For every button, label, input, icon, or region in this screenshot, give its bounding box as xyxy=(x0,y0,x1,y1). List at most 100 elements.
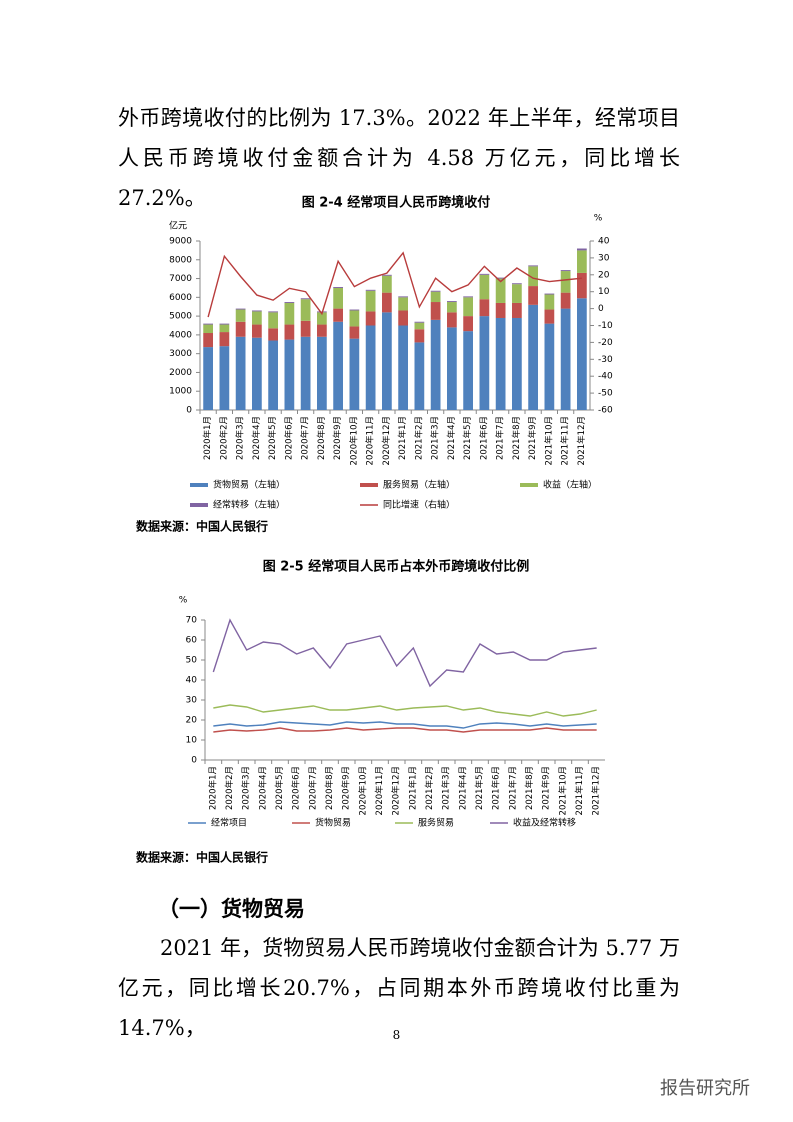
y-tick-label: 20 xyxy=(186,716,198,726)
y2-tick-label: -40 xyxy=(598,372,613,382)
y2-tick-label: 40 xyxy=(598,237,610,247)
x-tick-label: 2020年11月 xyxy=(374,766,385,815)
bar-segment xyxy=(317,312,327,325)
x-tick-label: 2021年5月 xyxy=(462,416,473,460)
x-tick-label: 2021年6月 xyxy=(491,766,502,810)
paragraph: 外币跨境收付的比例为 17.3%。2022 年上半年，经常项目人民币跨境收付金额… xyxy=(118,106,680,210)
y2-axis-unit: % xyxy=(594,214,603,224)
x-tick-label: 2021年3月 xyxy=(441,766,452,810)
bar-segment xyxy=(560,270,571,272)
bar-segment xyxy=(430,319,441,410)
bar-segment xyxy=(512,284,522,303)
y-tick-label: 1000 xyxy=(169,387,192,397)
paragraph: 2021 年，货物贸易人民币跨境收付金额合计为 5.77 万亿元，同比增长20.… xyxy=(118,936,680,1040)
x-tick-label: 2020年6月 xyxy=(291,766,302,810)
bar-segment xyxy=(284,302,295,325)
y-tick-label: 0 xyxy=(191,756,197,766)
bar-segment xyxy=(560,271,571,293)
bar-segment xyxy=(252,337,262,410)
y-tick-label: 4000 xyxy=(169,330,192,340)
x-tick-label: 2020年9月 xyxy=(341,766,352,810)
bar-segment xyxy=(398,296,408,298)
x-tick-label: 2020年12月 xyxy=(391,766,402,815)
bar-segment xyxy=(235,321,246,337)
bar-segment xyxy=(317,336,327,410)
bar-segment xyxy=(577,298,587,410)
bar-segment xyxy=(219,323,230,325)
bar-segment xyxy=(544,294,555,310)
x-tick-label: 2020年4月 xyxy=(257,766,268,810)
x-tick-label: 2021年3月 xyxy=(430,416,441,460)
x-tick-label: 2020年10月 xyxy=(348,416,359,465)
bar-segment xyxy=(268,340,278,410)
bar-segment xyxy=(203,324,213,334)
x-tick-label: 2020年3月 xyxy=(241,766,252,810)
bar-segment xyxy=(365,325,376,410)
bar-segment xyxy=(528,265,538,267)
x-tick-label: 2021年4月 xyxy=(457,766,468,810)
bar-segment xyxy=(382,274,392,276)
line xyxy=(207,251,582,318)
page-number: 8 xyxy=(392,1028,401,1042)
x-tick-label: 2021年10月 xyxy=(557,766,568,815)
legend-label: 服务贸易 xyxy=(418,817,454,829)
bar-segment xyxy=(544,293,555,295)
bar-segment xyxy=(447,302,457,313)
bar-segment xyxy=(528,304,538,410)
bar-segment xyxy=(414,342,425,410)
x-tick-label: 2021年7月 xyxy=(495,416,506,460)
legend-label: 经常项目 xyxy=(211,817,247,829)
x-tick-label: 2020年7月 xyxy=(307,766,318,810)
y-tick-label: 70 xyxy=(186,616,198,626)
bar-segment xyxy=(268,328,278,341)
x-tick-label: 2021年11月 xyxy=(574,766,585,815)
x-tick-label: 2021年4月 xyxy=(446,416,457,460)
x-tick-label: 2020年8月 xyxy=(324,766,335,810)
bar-segment xyxy=(333,321,343,410)
bar-segment xyxy=(479,273,490,275)
bar-segment xyxy=(430,290,441,292)
chart-title: 图 2-5 经常项目人民币占本外币跨境收付比例 xyxy=(263,559,530,575)
x-tick-label: 2021年9月 xyxy=(541,766,552,810)
bar-segment xyxy=(382,312,392,410)
source-note: 数据来源：中国人民银行 xyxy=(136,850,268,865)
bar-segment xyxy=(479,299,490,317)
source-note: 数据来源：中国人民银行 xyxy=(136,519,268,534)
x-tick-label: 2020年2月 xyxy=(218,416,229,460)
bar-segment xyxy=(349,338,360,410)
bar-segment xyxy=(447,312,457,328)
x-tick-label: 2020年1月 xyxy=(202,416,213,460)
bar-segment xyxy=(544,323,555,410)
y2-tick-label: -60 xyxy=(598,406,613,416)
x-tick-label: 2021年1月 xyxy=(407,766,418,810)
bar-segment xyxy=(365,290,376,312)
bar-segment xyxy=(414,322,425,330)
x-tick-label: 2020年1月 xyxy=(207,766,218,810)
bar-segment xyxy=(512,283,522,285)
bar-segment xyxy=(349,326,360,339)
bar-segment xyxy=(560,308,571,410)
bar-segment xyxy=(577,272,587,299)
y-axis-unit: 亿元 xyxy=(169,220,187,232)
bar-segment xyxy=(447,327,457,410)
bar-segment xyxy=(398,297,408,311)
bar-segment xyxy=(414,329,425,343)
bar-segment xyxy=(349,309,360,311)
bar-segment xyxy=(333,308,343,322)
bar-segment xyxy=(252,310,262,312)
bar-segment xyxy=(284,302,295,303)
bar-segment xyxy=(512,302,522,318)
bar-segment xyxy=(203,323,213,325)
legend-label: 收益及经常转移 xyxy=(513,817,576,829)
bar-segment xyxy=(382,275,392,293)
bar-segment xyxy=(219,332,230,347)
y-tick-label: 2000 xyxy=(169,368,192,378)
y-tick-label: 9000 xyxy=(169,237,192,247)
bar-segment xyxy=(479,274,490,300)
x-tick-label: 2021年12月 xyxy=(576,416,587,465)
bar-segment xyxy=(349,310,360,327)
bar-segment xyxy=(577,248,587,251)
y-tick-label: 30 xyxy=(186,696,198,706)
bar-segment xyxy=(398,310,408,326)
bar-segment xyxy=(300,320,311,337)
